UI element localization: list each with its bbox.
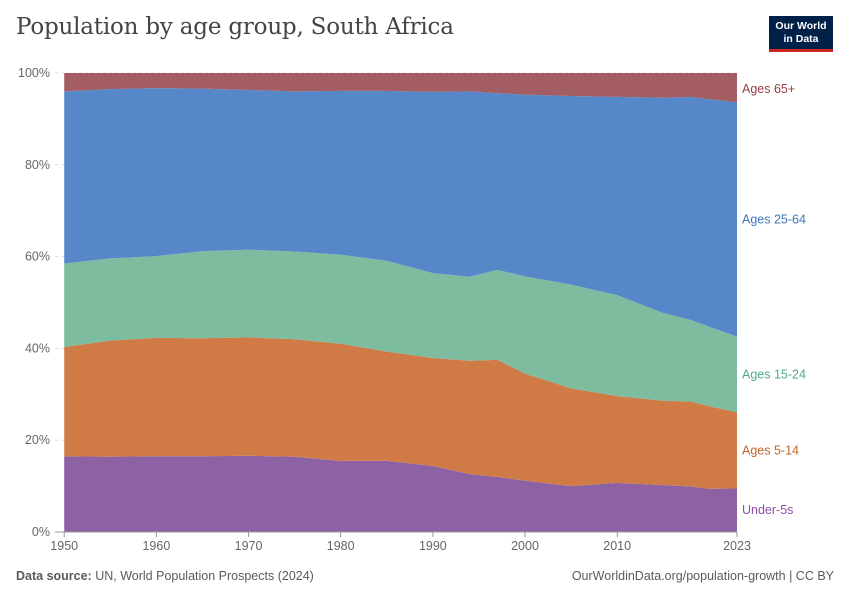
series-label: Ages 65+ — [742, 82, 795, 96]
data-source: Data source: UN, World Population Prospe… — [16, 569, 314, 583]
area-ages-25-64[interactable] — [64, 88, 738, 337]
x-axis: 1950 1960 1970 1980 1990 2000 2010 2023 — [50, 531, 751, 553]
y-tick-label: 40% — [25, 341, 50, 355]
y-tick-label: 0% — [32, 525, 50, 539]
x-tick-label: 2010 — [603, 539, 631, 553]
area-ages-65-[interactable] — [64, 73, 738, 103]
x-tick-label: 1960 — [142, 539, 170, 553]
series-label: Under-5s — [742, 503, 793, 517]
series-labels: Under-5s Ages 5-14 Ages 15-24 Ages 25-64 Age… — [742, 82, 806, 517]
y-axis: 0% 20% 40% 60% 80% 100% — [18, 66, 50, 539]
data-source-label: Data source: — [16, 569, 92, 583]
logo-line-2: in Data — [783, 33, 819, 45]
x-tick-label: 1970 — [235, 539, 263, 553]
y-tick-label: 100% — [18, 66, 50, 80]
x-tick-label: 1990 — [419, 539, 447, 553]
data-source-text: UN, World Population Prospects (2024) — [95, 569, 314, 583]
x-tick-label: 1950 — [50, 539, 78, 553]
x-tick-label: 2023 — [723, 539, 751, 553]
chart-title: Population by age group, South Africa — [16, 14, 454, 40]
x-tick-label: 2000 — [511, 539, 539, 553]
owid-logo[interactable]: Our World in Data — [769, 16, 833, 52]
y-tick-label: 20% — [25, 433, 50, 447]
series-label: Ages 5-14 — [742, 443, 799, 457]
area-ages-5-14[interactable] — [64, 337, 738, 489]
x-tick-label: 1980 — [327, 539, 355, 553]
area-ages-15-24[interactable] — [64, 249, 738, 413]
area-under-5s[interactable] — [64, 455, 738, 532]
source-link[interactable]: OurWorldinData.org/population-growth | C… — [571, 569, 834, 583]
series-label: Ages 15-24 — [742, 367, 806, 381]
area-series — [64, 73, 738, 532]
y-tick-label: 80% — [25, 158, 50, 172]
y-tick-label: 60% — [25, 250, 50, 264]
series-label: Ages 25-64 — [742, 212, 806, 226]
logo-line-1: Our World — [775, 20, 827, 32]
